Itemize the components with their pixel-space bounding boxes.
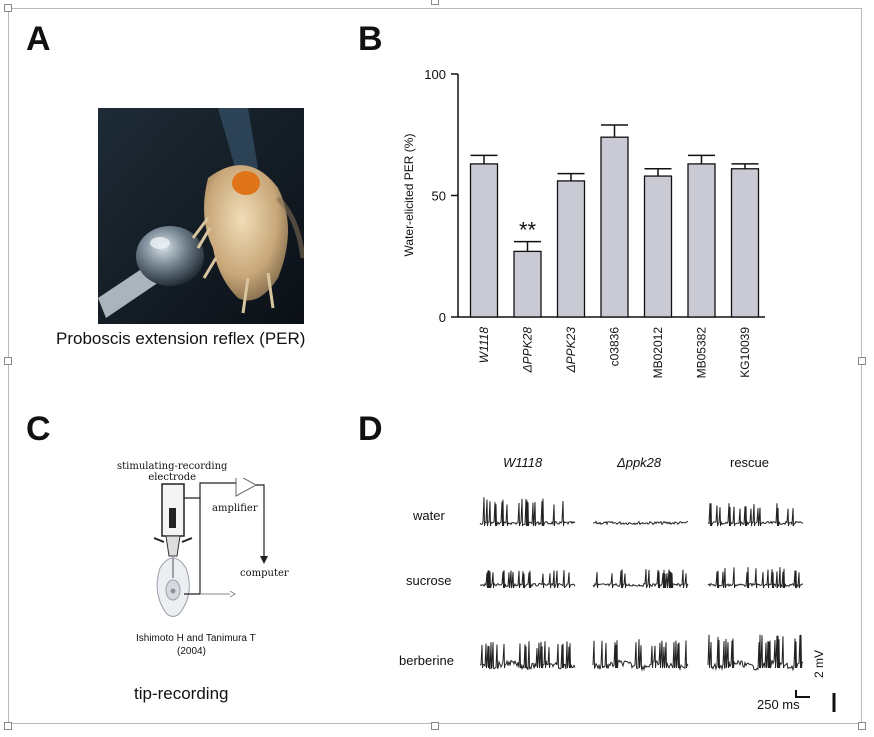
spike-trace — [592, 520, 689, 526]
chart-bars: ** — [469, 124, 760, 318]
per-bar-chart: Water-elicited PER (%) 0 50 100 ** W1118 ΔP… — [402, 67, 765, 379]
spike-trace — [479, 641, 576, 671]
scale-bar-time-label: 250 ms — [757, 697, 800, 712]
chart-x-tick-label: ΔPPK28 — [521, 327, 535, 374]
amplifier-label: amplifier — [212, 503, 258, 514]
trace-column-rescue: rescue — [730, 455, 770, 470]
resize-handle-right[interactable] — [858, 357, 866, 365]
chart-x-tick-labels: W1118 ΔPPK28 ΔPPK23 c03836 MB02012 MB05382 KG1… — [477, 327, 752, 379]
chart-bar — [687, 163, 716, 318]
scale-bar — [795, 690, 836, 712]
spike-trace — [592, 639, 689, 672]
resize-handle-bottom-right[interactable] — [858, 722, 866, 730]
trace-row-berberine: berberine — [399, 653, 454, 668]
tip-recording-diagram — [153, 478, 268, 617]
chart-bar — [469, 163, 499, 318]
chart-significance-annotation: ** — [519, 218, 537, 243]
panel-c-caption: tip-recording — [134, 684, 229, 703]
chart-bar — [556, 180, 586, 318]
chart-x-tick-label: MB02012 — [651, 327, 665, 379]
trace-column-w1118: W1118 — [503, 455, 543, 470]
computer-label: computer — [240, 568, 289, 579]
chart-x-tick-label: W1118 — [477, 327, 491, 364]
fly-photo — [98, 108, 304, 324]
spike-trace — [479, 497, 576, 527]
chart-bar — [730, 168, 760, 318]
trace-column-ppk28: Δppk28 — [617, 455, 662, 470]
panel-letter-c: C — [26, 410, 51, 448]
chart-bar — [513, 250, 542, 318]
chart-y-tick-label: 0 — [439, 310, 446, 325]
chart-bar — [600, 136, 629, 318]
resize-handle-top[interactable] — [431, 0, 439, 5]
resize-handle-bottom[interactable] — [431, 722, 439, 730]
spike-trace — [707, 567, 804, 589]
citation-line-2: (2004) — [177, 646, 206, 657]
panel-letter-a: A — [26, 20, 51, 58]
chart-bar — [643, 175, 673, 318]
trace-row-sucrose: sucrose — [406, 573, 452, 588]
chart-y-tick-label: 100 — [424, 67, 446, 82]
panel-letter-d: D — [358, 410, 383, 448]
chart-x-tick-label: MB05382 — [695, 327, 709, 379]
chart-y-tick-label: 50 — [432, 189, 446, 204]
resize-handle-left[interactable] — [4, 357, 12, 365]
chart-x-tick-label: c03836 — [608, 327, 622, 367]
chart-x-tick-label: KG10039 — [738, 327, 752, 378]
chart-y-axis-label: Water-elicited PER (%) — [402, 134, 416, 257]
spike-trace — [592, 569, 689, 589]
resize-handle-top-left[interactable] — [4, 4, 12, 12]
chart-x-tick-label: ΔPPK23 — [564, 327, 578, 374]
spike-trace — [707, 503, 804, 527]
electrophysiology-traces — [479, 497, 804, 672]
spike-trace — [479, 570, 576, 589]
panel-letter-b: B — [358, 20, 383, 58]
trace-row-water: water — [413, 508, 445, 523]
panel-a-caption: Proboscis extension reflex (PER) — [56, 329, 306, 348]
electrode-label: stimulating-recording electrode — [117, 461, 228, 483]
spike-trace — [707, 634, 804, 672]
citation-line-1: Ishimoto H and Tanimura T — [136, 633, 256, 644]
resize-handle-bottom-left[interactable] — [4, 722, 12, 730]
